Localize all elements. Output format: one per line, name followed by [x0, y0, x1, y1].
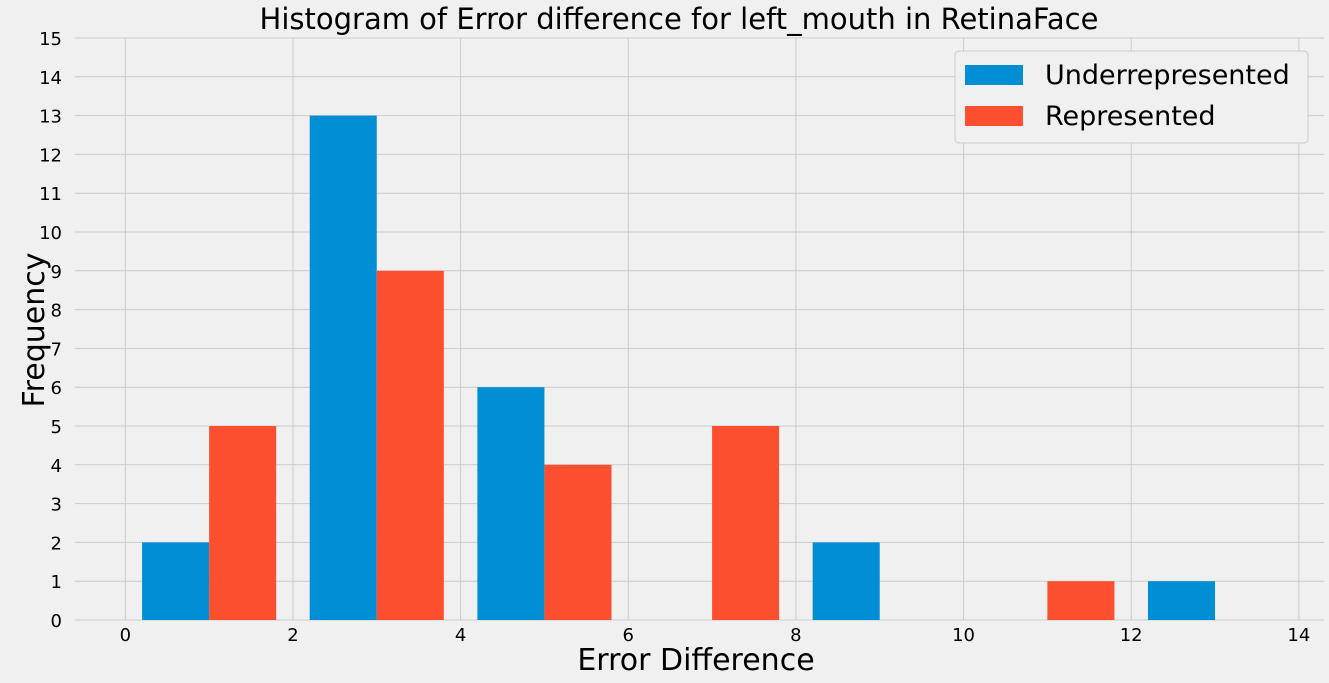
grid-lines	[75, 37, 1324, 621]
y-tick-label: 10	[39, 223, 62, 244]
y-tick-label: 1	[51, 572, 62, 593]
x-tick-label: 2	[287, 625, 298, 646]
y-tick-label: 9	[51, 262, 62, 283]
y-tick-label: 4	[51, 456, 62, 477]
y-tick-label: 3	[51, 495, 62, 516]
y-tick-label: 8	[51, 301, 62, 322]
legend-label-underrepresented: Underrepresented	[1045, 60, 1290, 91]
chart-title: Histogram of Error difference for left_m…	[260, 2, 1099, 36]
legend: Underrepresented Represented	[954, 50, 1309, 144]
bar-underrepresented	[477, 387, 545, 620]
legend-swatch-underrepresented	[965, 65, 1023, 85]
x-tick-labels: 0 2 4 6 8 10 12 14	[120, 625, 1311, 646]
y-tick-label: 0	[51, 611, 62, 632]
bar-represented	[376, 270, 444, 620]
y-tick-label: 11	[39, 184, 62, 205]
y-tick-label: 2	[51, 533, 62, 554]
bars	[142, 115, 1216, 620]
bar-represented	[712, 426, 780, 620]
x-tick-label: 12	[1120, 625, 1143, 646]
bar-underrepresented	[142, 542, 210, 620]
legend-swatch-represented	[965, 106, 1023, 126]
y-tick-label: 14	[39, 68, 62, 89]
bar-underrepresented	[309, 115, 377, 620]
y-tick-label: 13	[39, 107, 62, 128]
bar-represented	[209, 426, 277, 620]
x-tick-label: 0	[120, 625, 131, 646]
x-tick-label: 10	[952, 625, 975, 646]
y-tick-label: 6	[51, 378, 62, 399]
x-tick-label: 8	[790, 625, 801, 646]
bar-underrepresented	[1147, 581, 1216, 620]
bar-represented	[1047, 581, 1115, 620]
x-tick-label: 14	[1287, 625, 1310, 646]
x-axis-label: Error Difference	[577, 643, 814, 678]
y-tick-label: 12	[39, 145, 62, 166]
x-tick-label: 6	[623, 625, 634, 646]
bar-underrepresented	[812, 542, 880, 620]
y-tick-label: 15	[39, 29, 62, 50]
legend-box	[954, 50, 1309, 144]
legend-label-represented: Represented	[1045, 101, 1216, 132]
y-tick-label: 7	[51, 339, 62, 360]
x-tick-label: 4	[455, 625, 466, 646]
y-axis-label: Frequency	[17, 253, 52, 408]
y-tick-label: 5	[51, 417, 62, 438]
bar-represented	[544, 464, 612, 620]
